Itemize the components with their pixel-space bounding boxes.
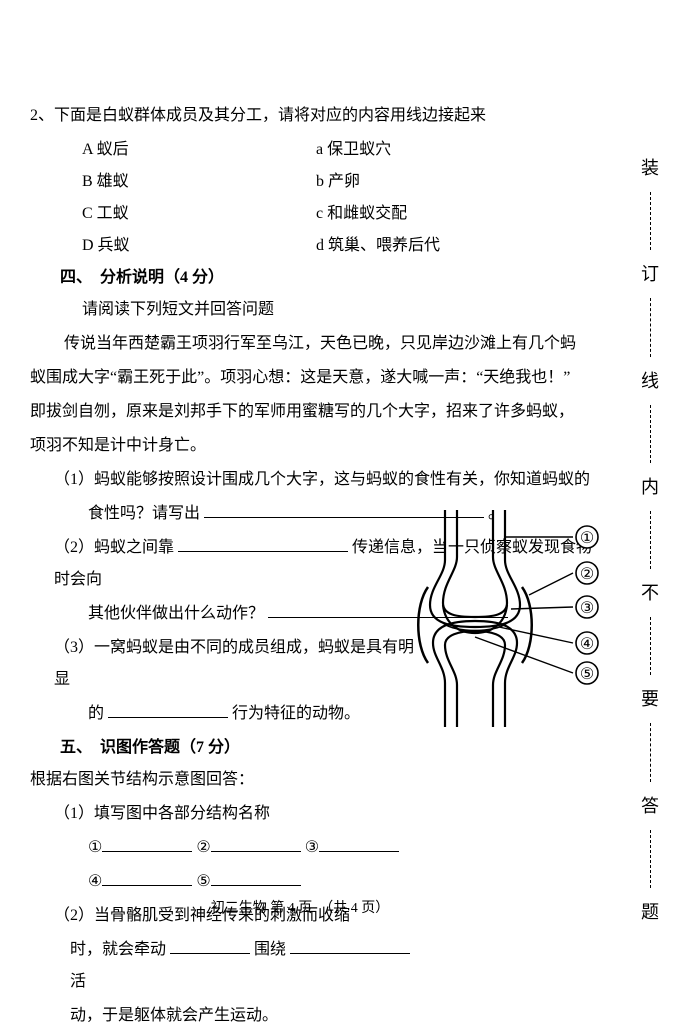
section4-lead: 请阅读下列短文并回答问题 [30, 294, 600, 326]
s4-q3-post: 行为特征的动物。 [232, 705, 360, 722]
side-char-2: 线 [641, 363, 659, 399]
story-line-3: 即拔剑自刎，原来是刘邦手下的军师用蜜糖写的几个大字，招来了许多蚂蚁， [30, 396, 600, 428]
q2-left-d: D 兵蚁 [82, 230, 312, 262]
q2-row-d: D 兵蚁 d 筑巢、喂养后代 [30, 230, 600, 262]
dash-seg [650, 830, 651, 888]
q2-right-a: a 保卫蚁穴 [316, 134, 391, 166]
s5-q2b-mid: 围绕 [254, 941, 286, 958]
q2-right-b: b 产卵 [316, 166, 360, 198]
label-5: ⑤ [196, 873, 210, 890]
blank-s5-q2b[interactable] [290, 936, 410, 954]
dash-seg [650, 511, 651, 569]
s4-q3-pre: 的 [88, 705, 104, 722]
dash-seg [650, 617, 651, 675]
s4-q1-pre: 食性吗？请写出 [88, 505, 200, 522]
side-char-3: 内 [641, 469, 659, 505]
blank-s4-q2a[interactable] [178, 534, 348, 552]
diagram-label-1: ① [580, 530, 594, 547]
side-char-4: 不 [641, 575, 659, 611]
label-3: ③ [305, 839, 319, 856]
s4-q1-line1: （1）蚂蚁能够按照设计围成几个大字，这与蚂蚁的食性有关，你知道蚂蚁的 [30, 464, 600, 496]
story-line-4: 项羽不知是计中计身亡。 [30, 430, 600, 462]
story-paragraph: 传说当年西楚霸王项羽行军至乌江，天色已晚，只见岸边沙滩上有几个蚂 蚁围成大字“霸… [30, 328, 600, 462]
q2-row-b: B 雄蚁 b 产卵 [30, 166, 600, 198]
label-2: ② [196, 839, 210, 856]
q2-row-c: C 工蚁 c 和雌蚁交配 [30, 198, 600, 230]
diagram-label-5: ⑤ [580, 666, 594, 683]
s5-q2-line2: 时，就会牵动 围绕 活 [30, 934, 420, 998]
s5-q1: （1）填写图中各部分结构名称 [30, 798, 420, 830]
section4-title: 四、 分析说明（4 分） [30, 262, 600, 294]
section5-title: 五、 识图作答题（7 分） [30, 732, 600, 764]
q2-stem: 2、下面是白蚁群体成员及其分工，请将对应的内容用线边接起来 [30, 100, 600, 132]
side-char-0: 装 [641, 150, 659, 186]
blank-label-2[interactable] [211, 834, 301, 852]
blank-label-3[interactable] [319, 834, 399, 852]
side-char-1: 订 [641, 256, 659, 292]
q2-row-a: A 蚁后 a 保卫蚁穴 [30, 134, 600, 166]
s5-labels-row1: ① ② ③ [30, 832, 420, 864]
s5-labels-row2: ④ ⑤ [30, 866, 420, 898]
blank-s4-q3[interactable] [108, 700, 228, 718]
label-4: ④ [88, 873, 102, 890]
section5-lead: 根据右图关节结构示意图回答： [30, 764, 600, 796]
q2-left-a: A 蚁后 [82, 134, 312, 166]
dash-seg [650, 192, 651, 250]
s4-q2b-pre: 其他伙伴做出什么动作？ [88, 605, 264, 622]
dash-seg [650, 405, 651, 463]
q2-left-c: C 工蚁 [82, 198, 312, 230]
diagram-label-2: ② [580, 566, 594, 583]
side-char-6: 答 [641, 788, 659, 824]
story-line-2: 蚁围成大字“霸王死于此”。项羽心想：这是天意，遂大喊一声：“天绝我也！” [30, 362, 600, 394]
dash-seg [650, 298, 651, 356]
story-line-1: 传说当年西楚霸王项羽行军至乌江，天色已晚，只见岸边沙滩上有几个蚂 [30, 328, 600, 360]
blank-label-1[interactable] [102, 834, 192, 852]
page-footer: 初二生物 第 4 页 （共 4 页） [0, 895, 600, 923]
diagram-label-4: ④ [580, 636, 594, 653]
s4-q3-line2: 的 行为特征的动物。 [30, 698, 420, 730]
side-char-7: 题 [641, 894, 659, 930]
label-1: ① [88, 839, 102, 856]
dash-seg [650, 723, 651, 781]
s4-q3-line1: （3）一窝蚂蚁是由不同的成员组成，蚂蚁是具有明显 [30, 632, 420, 696]
diagram-label-3: ③ [580, 600, 594, 617]
binding-margin: 装 订 线 内 不 要 答 题 [635, 150, 665, 930]
q2-left-b: B 雄蚁 [82, 166, 312, 198]
blank-label-4[interactable] [102, 868, 192, 886]
joint-diagram: ① ② ③ ④ ⑤ [405, 505, 610, 730]
s5-q2b-pre: 时，就会牵动 [70, 941, 166, 958]
blank-s5-q2a[interactable] [170, 936, 250, 954]
s5-q2-line3: 动，于是躯体就会产生运动。 [30, 1000, 420, 1032]
q2-right-c: c 和雌蚁交配 [316, 198, 407, 230]
side-char-5: 要 [641, 681, 659, 717]
blank-label-5[interactable] [211, 868, 301, 886]
s5-q2b-post: 活 [70, 973, 86, 990]
s4-q2-pre: （2）蚂蚁之间靠 [54, 539, 174, 556]
q2-right-d: d 筑巢、喂养后代 [316, 230, 440, 262]
